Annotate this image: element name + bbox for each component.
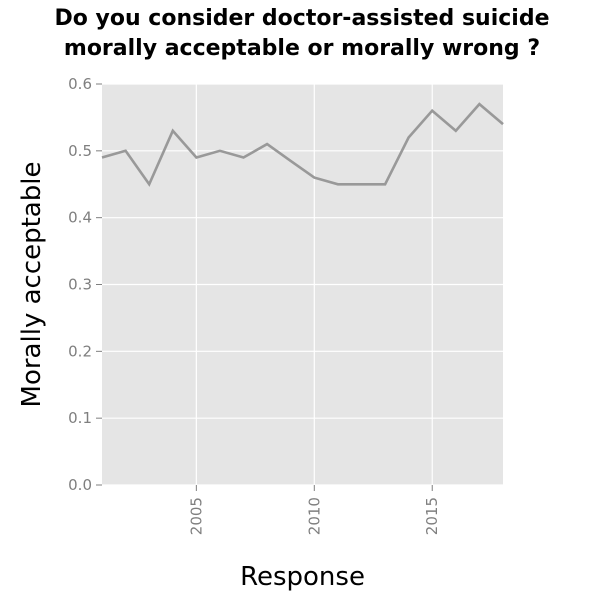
- y-tick-label: 0.5: [68, 142, 92, 160]
- chart-title: Do you consider doctor-assisted suicide …: [0, 4, 604, 64]
- grid-lines: [102, 83, 503, 486]
- chart-title-line-1: Do you consider doctor-assisted suicide: [54, 6, 550, 31]
- axes: 0.0 0.1 0.2 0.3 0.4 0.5 0.6 2005 2010 2015: [68, 75, 441, 535]
- x-axis-title: Response: [240, 562, 365, 592]
- x-tick-label: 2005: [187, 497, 205, 535]
- y-tick-label: 0.1: [68, 409, 92, 427]
- y-tick-label: 0.3: [68, 276, 92, 294]
- y-tick-label: 0.0: [68, 476, 92, 494]
- x-tick-label: 2010: [305, 497, 323, 535]
- series-group: [101, 102, 504, 187]
- x-tick-label: 2015: [423, 497, 441, 535]
- y-tick-label: 0.6: [68, 75, 92, 93]
- series-line: [101, 102, 504, 187]
- chart-title-line-2: morally acceptable or morally wrong ?: [63, 36, 541, 61]
- y-tick-label: 0.4: [68, 209, 92, 227]
- y-tick-label: 0.2: [68, 342, 92, 360]
- y-axis-title: Morally acceptable: [17, 162, 47, 408]
